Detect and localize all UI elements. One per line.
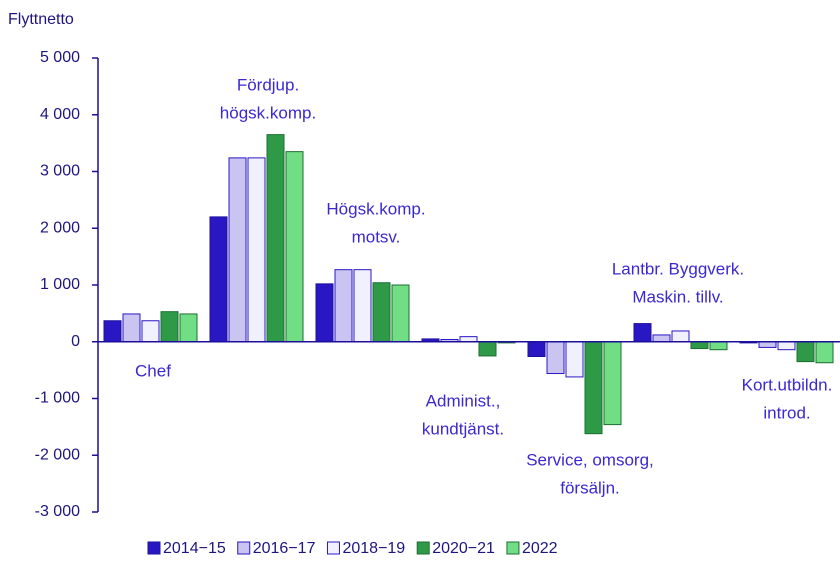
- y-tick-label: 1 000: [40, 276, 80, 293]
- bar: [565, 341, 584, 378]
- legend-swatch: [416, 541, 430, 555]
- bar: [247, 157, 266, 343]
- bar: [758, 341, 777, 348]
- category-label: kundtjänst.: [422, 419, 504, 438]
- bar: [527, 341, 546, 358]
- bar: [709, 341, 728, 351]
- bar: [228, 157, 247, 343]
- bar: [603, 341, 622, 426]
- bar: [815, 341, 834, 364]
- y-tick-label: 0: [71, 333, 80, 350]
- bar: [584, 341, 603, 435]
- category-label: motsv.: [352, 227, 401, 246]
- legend-swatch: [147, 541, 161, 555]
- bar: [141, 320, 160, 343]
- bar: [209, 216, 228, 343]
- legend-label: 2020−21: [432, 540, 495, 557]
- bar: [334, 269, 353, 343]
- bar: [633, 323, 652, 343]
- category-label: Lantbr. Byggverk.: [612, 259, 744, 278]
- bar: [285, 151, 304, 343]
- y-tick-label: 3 000: [40, 163, 80, 180]
- category-label: Fördjup.: [237, 75, 299, 94]
- bar: [179, 313, 198, 343]
- bar: [796, 341, 815, 363]
- bar: [459, 336, 478, 343]
- category-label: Service, omsorg,: [526, 450, 654, 469]
- category-label: Kort.utbildn.: [742, 375, 833, 394]
- category-label: Administ.,: [426, 391, 501, 410]
- legend-label: 2022: [522, 540, 558, 557]
- bar: [266, 134, 285, 343]
- bar: [103, 320, 122, 343]
- category-label: Maskin. tillv.: [632, 287, 723, 306]
- legend-swatch: [237, 541, 251, 555]
- category-label: försäljn.: [560, 478, 620, 497]
- y-tick-label: -1 000: [35, 390, 80, 407]
- bar: [478, 341, 497, 357]
- bar: [353, 269, 372, 343]
- category-label: Chef: [135, 361, 171, 380]
- legend-label: 2016−17: [253, 540, 316, 557]
- bar: [777, 341, 796, 351]
- bar: [690, 341, 709, 350]
- legend-label: 2018−19: [342, 540, 405, 557]
- category-label: introd.: [763, 403, 810, 422]
- bar: [391, 284, 410, 343]
- y-tick-label: -2 000: [35, 446, 80, 463]
- y-axis-label: Flyttnetto: [8, 11, 74, 28]
- y-tick-label: -3 000: [35, 503, 80, 520]
- bar: [372, 282, 391, 343]
- legend-swatch: [506, 541, 520, 555]
- y-tick-label: 4 000: [40, 106, 80, 123]
- legend-label: 2014−15: [163, 540, 226, 557]
- bar: [671, 330, 690, 343]
- bar: [315, 283, 334, 343]
- y-tick-label: 5 000: [40, 49, 80, 66]
- category-label: högsk.komp.: [220, 103, 316, 122]
- y-tick-label: 2 000: [40, 219, 80, 236]
- bar: [652, 334, 671, 343]
- legend-swatch: [326, 541, 340, 555]
- bar: [122, 313, 141, 343]
- bar: [546, 341, 565, 375]
- bar: [160, 311, 179, 343]
- category-label: Högsk.komp.: [326, 199, 425, 218]
